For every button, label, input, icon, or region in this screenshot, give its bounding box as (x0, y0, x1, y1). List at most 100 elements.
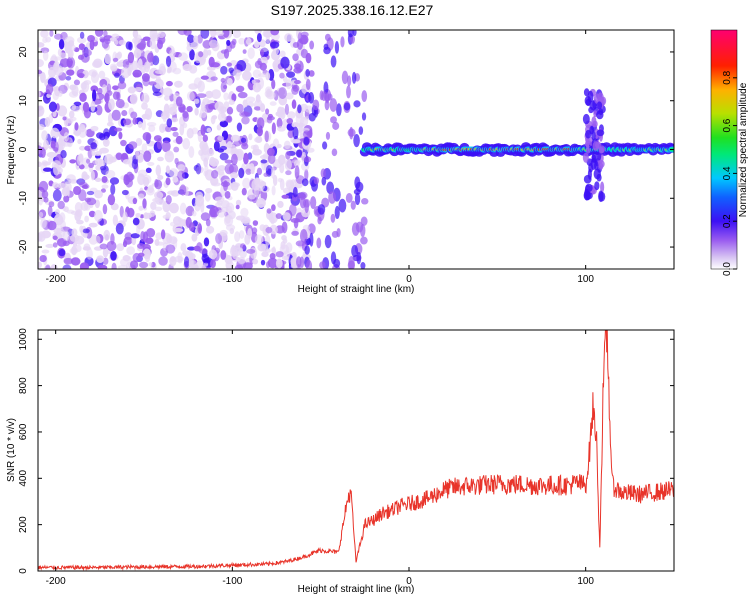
heatmap-cell (137, 173, 146, 186)
heatmap-cell (173, 146, 180, 153)
heatmap-cell (132, 117, 138, 125)
heatmap-cell (331, 230, 339, 238)
heatmap-cell (180, 243, 187, 252)
heatmap-cell (58, 249, 66, 257)
heatmap-cell (82, 49, 92, 57)
heatmap-cell (282, 212, 291, 221)
heatmap-cell (188, 222, 195, 232)
heatmap-cell (67, 118, 74, 124)
heatmap-cell (349, 126, 354, 140)
heatmap-cell (182, 111, 190, 122)
heatmap-cell (253, 106, 262, 111)
heatmap-cell (42, 161, 51, 166)
heatmap-cell (73, 79, 81, 86)
heatmap-cell (224, 159, 233, 164)
heatmap-cell (210, 176, 219, 186)
heatmap-cell (86, 197, 97, 206)
heatmap-cell (61, 187, 70, 197)
heatmap-cell (182, 138, 191, 150)
heatmap-cell (90, 170, 95, 181)
heatmap-cell (271, 122, 276, 135)
heatmap-cell (169, 49, 176, 58)
heatmap-cell (320, 168, 326, 179)
heatmap-cell (148, 81, 157, 86)
heatmap-cell (256, 167, 263, 176)
heatmap-cell (226, 141, 233, 149)
heatmap-cell (333, 258, 341, 268)
heatmap-cell (265, 234, 271, 246)
heatmap-cell (242, 99, 248, 108)
heatmap-cell (165, 125, 172, 133)
heatmap-cell (66, 69, 75, 76)
heatmap-cell (54, 208, 60, 216)
heatmap-cell (38, 123, 45, 131)
heatmap-cell (316, 237, 322, 249)
heatmap-cell (202, 134, 209, 142)
heatmap-cell (243, 152, 249, 165)
snr-x-tick-label: 100 (577, 576, 594, 587)
heatmap-cell (90, 100, 96, 112)
heatmap-cell (168, 106, 178, 116)
heatmap-cell (256, 32, 262, 43)
heatmap-cell (228, 99, 235, 105)
heatmap-cell (38, 261, 43, 269)
heatmap-cell (255, 136, 263, 144)
heatmap-cell (57, 90, 63, 97)
heatmap-cell (112, 57, 119, 62)
heatmap-cell (331, 148, 338, 157)
heatmap-cell (114, 127, 123, 132)
heatmap-cell (73, 101, 82, 106)
heatmap-cell (596, 110, 604, 120)
heatmap-cell (120, 139, 127, 147)
heatmap-cell (268, 212, 278, 224)
heatmap-cell (582, 113, 590, 125)
heatmap-cell (193, 35, 199, 43)
heatmap-cell (179, 184, 187, 196)
heatmap-cell (324, 33, 331, 42)
heatmap-cell (189, 49, 195, 61)
heatmap-cell (298, 122, 304, 128)
heatmap-cell (293, 67, 302, 74)
heatmap-cell (75, 244, 82, 253)
heatmap-cell (84, 145, 92, 151)
heatmap-cell (102, 247, 109, 258)
heatmap-cell (241, 187, 247, 196)
heatmap-cell (112, 214, 119, 226)
heatmap-cell (53, 163, 60, 176)
snr-y-tick-label: 400 (18, 470, 29, 487)
heatmap-cell (62, 240, 70, 247)
heatmap-cell (600, 181, 605, 193)
heatmap-cell (170, 117, 179, 123)
heatmap-cell (101, 175, 108, 183)
heatmap-cell (213, 140, 220, 152)
heatmap-cell (279, 178, 285, 191)
heatmap-cell (95, 235, 101, 244)
heatmap-cell (254, 234, 264, 245)
heatmap-cell (277, 126, 286, 132)
heatmap-cell (225, 202, 235, 214)
heatmap-cell (47, 205, 53, 217)
heatmap-cell (146, 228, 156, 238)
heatmap-y-ticks: -20 -10 0 10 20 (18, 46, 674, 254)
heatmap-cell (63, 257, 73, 265)
heatmap-cell (265, 91, 276, 100)
heatmap-cell (45, 36, 52, 43)
heatmap-cell (79, 262, 90, 269)
heatmap-cell (142, 198, 147, 209)
snr-y-tick-label: 1000 (18, 328, 29, 351)
heatmap-cell (115, 152, 123, 160)
heatmap-cell (179, 104, 186, 113)
heatmap-cell (147, 185, 154, 194)
heatmap-cell (205, 90, 214, 99)
heatmap-cell (324, 234, 332, 249)
heatmap-cell (165, 244, 176, 254)
heatmap-cell (241, 142, 249, 150)
heatmap-cell (116, 243, 125, 252)
heatmap-cell (361, 198, 369, 205)
heatmap-cell (177, 252, 183, 262)
heatmap-cell (127, 207, 135, 218)
heatmap-cell (191, 127, 199, 135)
heatmap-cell (98, 70, 106, 79)
heatmap-cell (341, 70, 349, 85)
heatmap-cell (281, 194, 290, 199)
